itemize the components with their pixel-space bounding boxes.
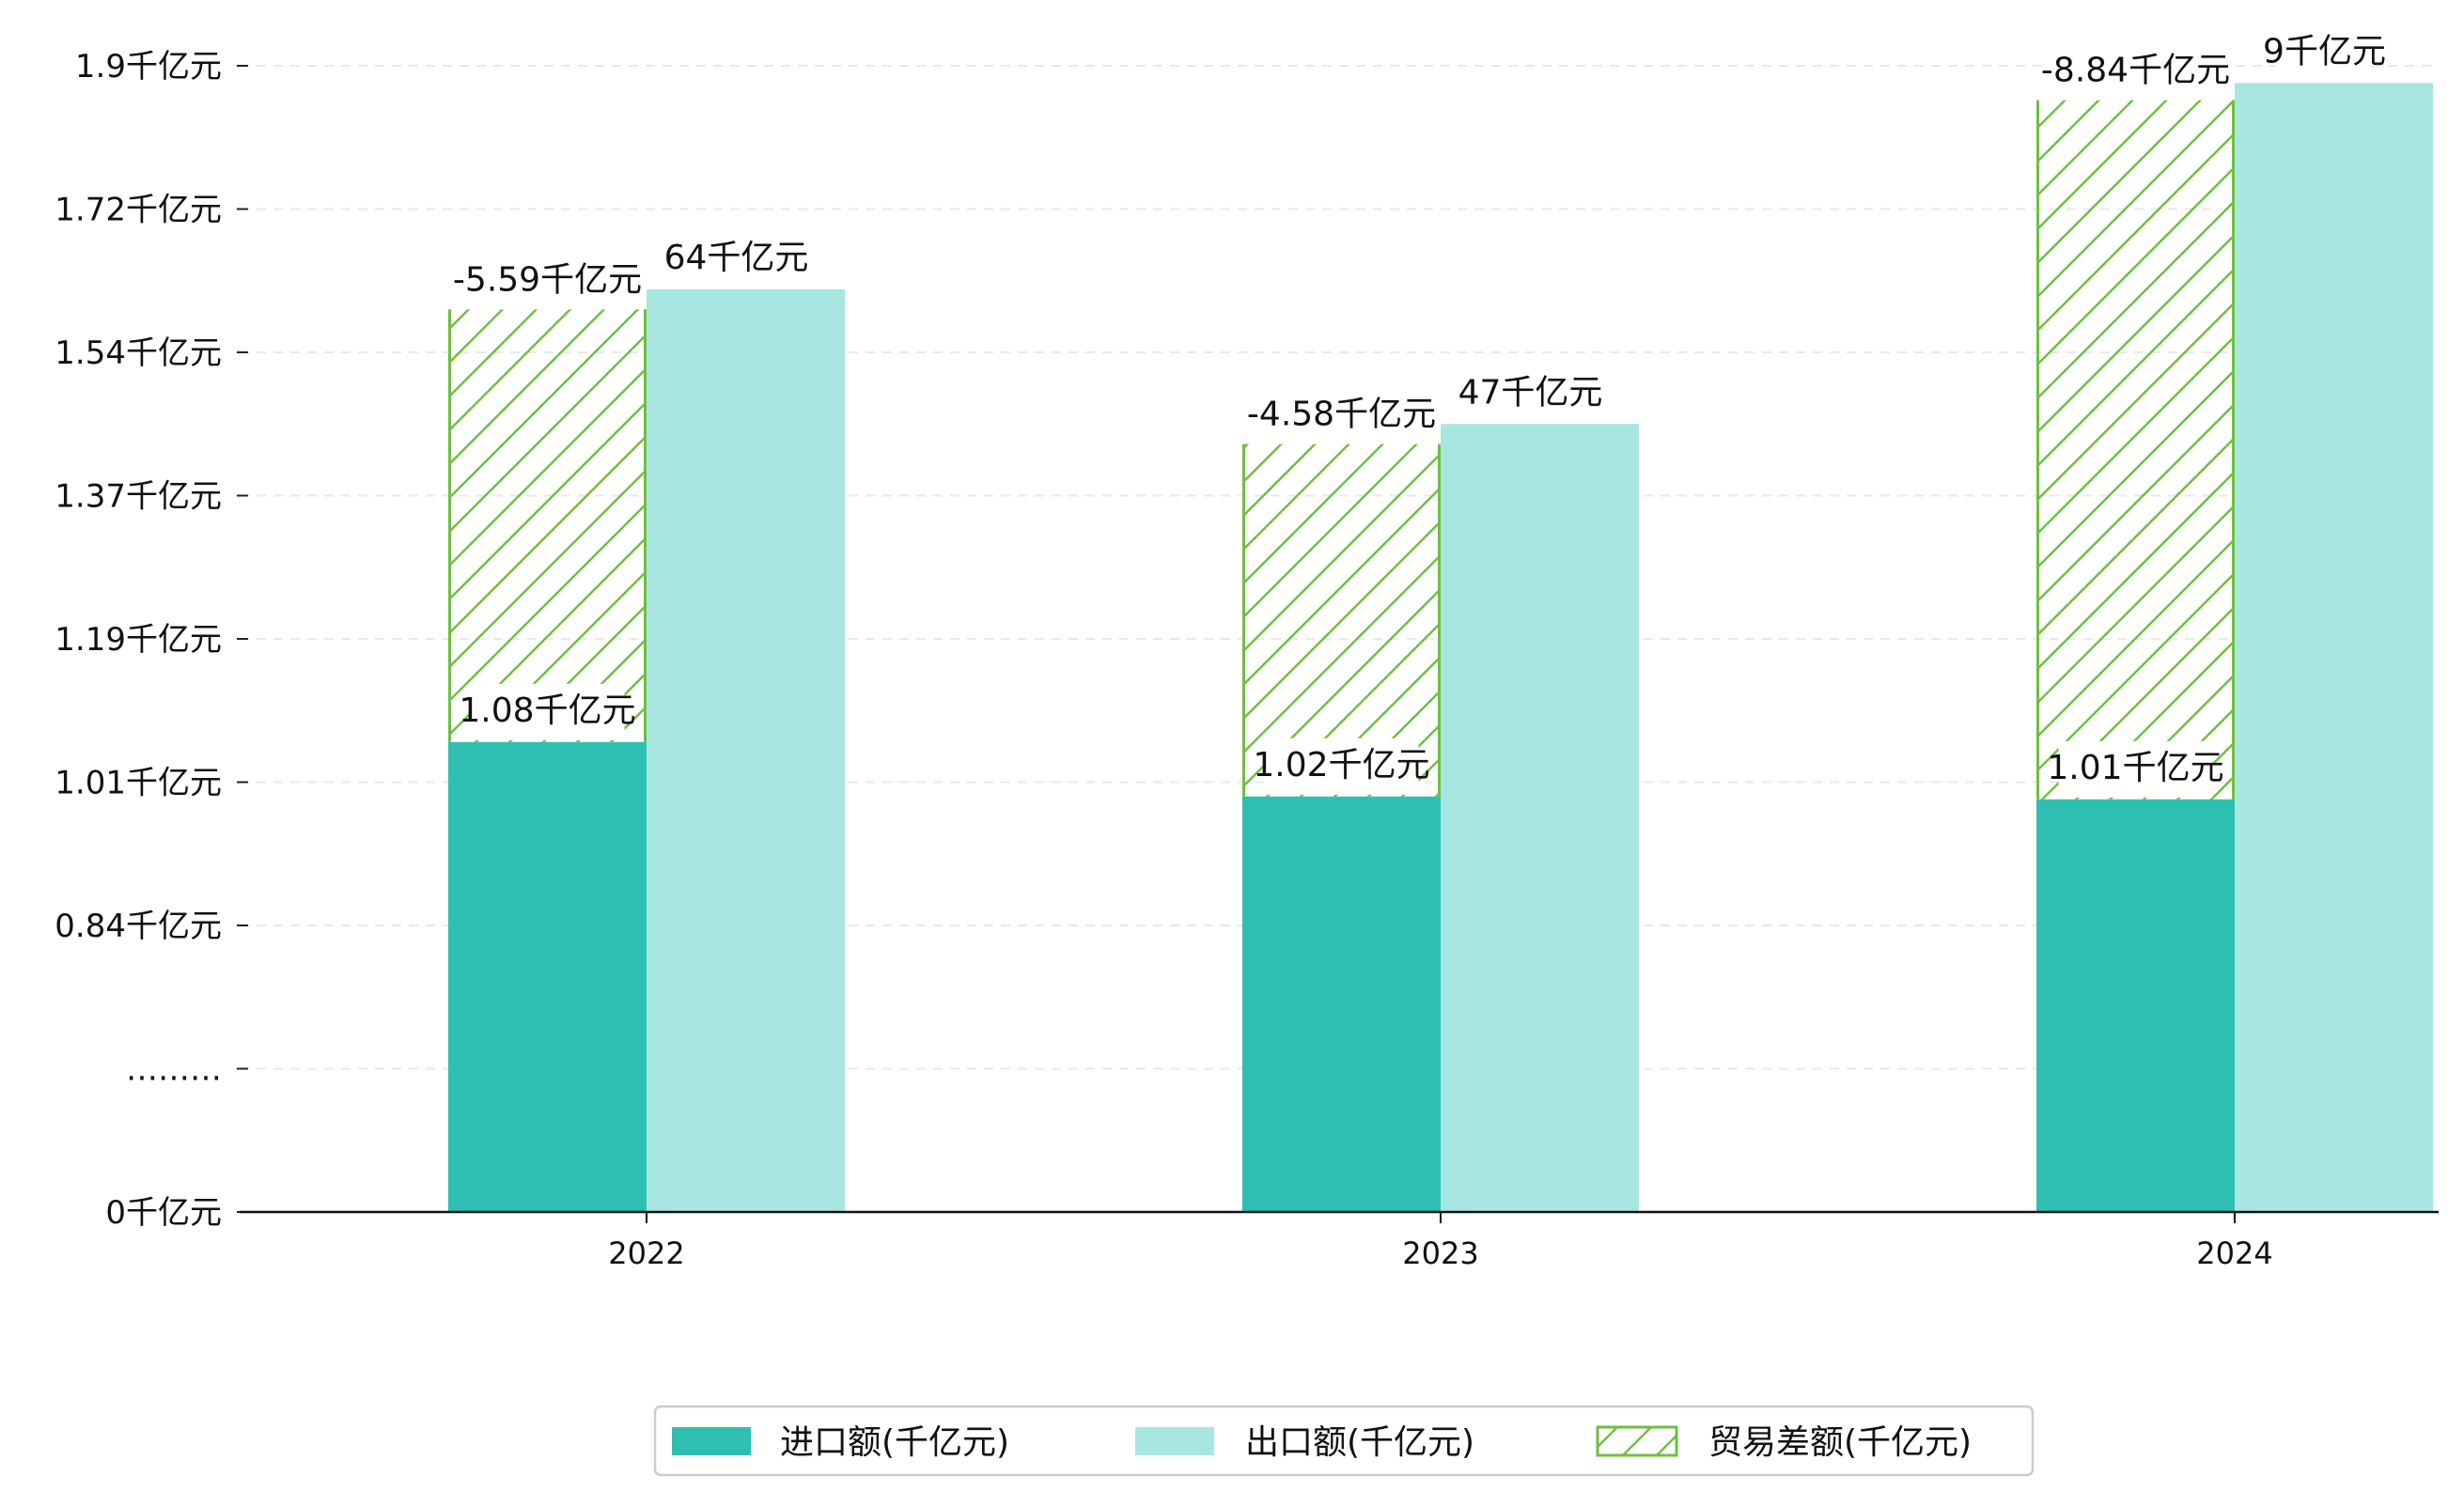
legend: 进口额(千亿元) 出口额(千亿元) 贸易差额(千亿元) [653,1405,2035,1477]
legend-label: 贸易差额(千亿元) [1708,1423,1972,1462]
y-tick-label: 0千亿元 [105,1194,222,1232]
y-tick-label: 1.54千亿元 [55,334,222,372]
export-data-label-bg [678,230,795,287]
trade-balance-data-label: -5.59千亿元 [453,260,642,299]
trade-balance-bar [2036,100,2235,800]
import-data-label: 1.02千亿元 [1253,746,1429,785]
trade-balance-data-label: -4.58千亿元 [1247,396,1436,434]
import-data-label: 1.01千亿元 [2047,749,2223,787]
import-data-label-bg [2058,740,2213,798]
export-bar [1441,424,1639,1212]
y-tick-label: 1.01千亿元 [55,765,222,802]
y-tick-label: 0.84千亿元 [55,908,222,945]
import-bar [2036,799,2235,1212]
import-data-label: 1.08千亿元 [459,691,635,730]
trade-balance-bar [1242,443,1441,797]
export-data-label: 9千亿元 [2263,32,2386,70]
y-tick-label: 1.72千亿元 [55,192,222,229]
export-data-label: 64千亿元 [664,239,809,277]
export-data-label-bg [2275,24,2374,82]
data-labels: 1.08千亿元 -5.59千亿元 64千亿元 1.02千亿元 -4.58千亿元 47千亿元… [453,24,2386,798]
trade-balance-data-label-bg [2049,43,2222,101]
import-bar [448,741,647,1212]
legend-label: 出口额(千亿元) [1245,1423,1474,1462]
y-tick-label: 1.19千亿元 [55,621,222,659]
legend-swatch [1596,1425,1678,1457]
y-tick-label: ……… [126,1051,222,1089]
trade-balance-data-label-bg [460,253,634,310]
export-bar [2235,83,2433,1212]
x-tick-label: 2024 [2196,1235,2272,1271]
import-data-label-bg [470,683,625,740]
trade-balance-data-label-bg [1255,387,1428,444]
bars [448,83,2433,1212]
import-data-label-bg [1264,738,1419,795]
legend-swatch [1135,1427,1214,1455]
export-bar [647,288,845,1212]
y-tick-label: 1.9千亿元 [75,48,222,85]
import-bar [1242,796,1441,1212]
export-data-label-bg [1472,365,1589,423]
export-data-label: 47千亿元 [1458,373,1603,412]
axes: 0千亿元 ……… 0.84千亿元 1.01千亿元 1.19千亿元 1.37千亿元 1.54千… [55,48,2439,1271]
legend-label: 进口额(千亿元) [780,1423,1009,1462]
x-tick-label: 2022 [608,1235,684,1271]
trade-balance-bar [448,309,647,742]
legend-swatch [672,1427,751,1455]
y-tick-label: 1.37千亿元 [55,478,222,516]
legend-box [653,1405,2035,1477]
x-tick-label: 2023 [1402,1235,1478,1271]
trade-balance-data-label: -8.84千亿元 [2041,52,2230,90]
